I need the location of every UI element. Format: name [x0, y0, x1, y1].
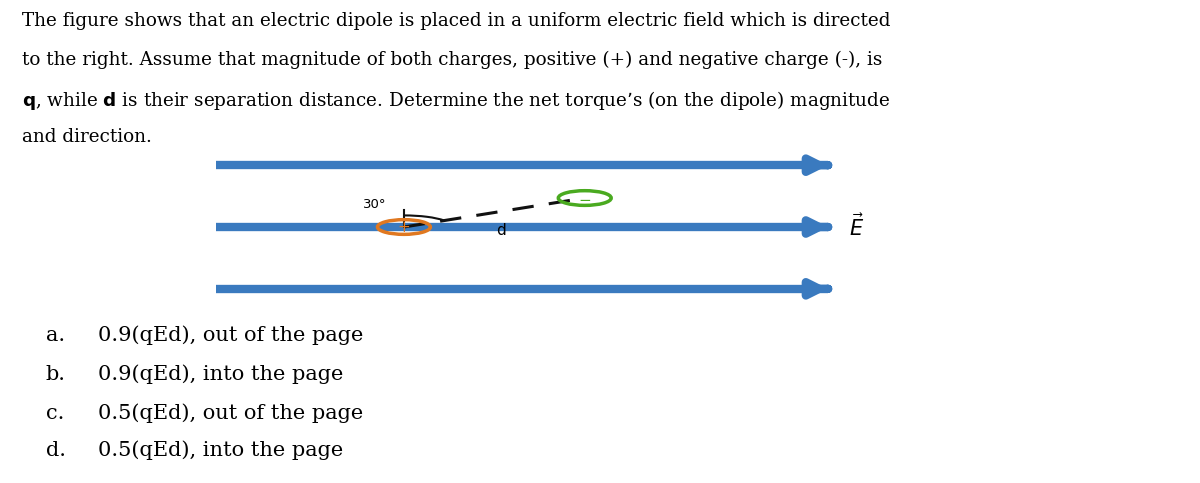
Text: $\mathbf{q}$, while $\mathbf{d}$ is their separation distance. Determine the net: $\mathbf{q}$, while $\mathbf{d}$ is thei… — [22, 89, 890, 113]
Text: to the right. Assume that magnitude of both charges, positive (+) and negative c: to the right. Assume that magnitude of b… — [22, 51, 882, 69]
Text: and direction.: and direction. — [22, 128, 151, 146]
Text: 0.5(qEd), into the page: 0.5(qEd), into the page — [98, 440, 343, 460]
Text: $\vec{E}$: $\vec{E}$ — [850, 213, 864, 241]
Text: The figure shows that an electric dipole is placed in a uniform electric field w: The figure shows that an electric dipole… — [22, 12, 890, 30]
Text: b.: b. — [46, 365, 66, 384]
Text: $+$: $+$ — [397, 219, 410, 235]
Text: 30°: 30° — [364, 198, 386, 211]
Text: c.: c. — [46, 404, 64, 423]
Text: 0.9(qEd), into the page: 0.9(qEd), into the page — [98, 364, 343, 384]
Text: d: d — [496, 223, 505, 238]
Text: 0.5(qEd), out of the page: 0.5(qEd), out of the page — [98, 403, 364, 423]
Text: 0.9(qEd), out of the page: 0.9(qEd), out of the page — [98, 326, 364, 345]
Text: d.: d. — [46, 441, 66, 460]
Text: a.: a. — [46, 327, 65, 345]
Text: $-$: $-$ — [578, 190, 592, 206]
